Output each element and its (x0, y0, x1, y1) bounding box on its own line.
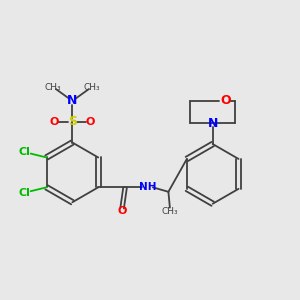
Text: N: N (67, 94, 77, 107)
Text: S: S (68, 115, 77, 128)
Text: O: O (221, 94, 232, 107)
Text: Cl: Cl (18, 147, 30, 157)
Text: CH₃: CH₃ (83, 83, 100, 92)
Text: NH: NH (139, 182, 156, 192)
Text: O: O (50, 117, 59, 127)
Text: N: N (208, 117, 218, 130)
Text: O: O (117, 206, 127, 216)
Text: O: O (85, 117, 95, 127)
Text: CH₃: CH₃ (162, 207, 178, 216)
Text: Cl: Cl (18, 188, 30, 198)
Text: CH₃: CH₃ (45, 83, 61, 92)
